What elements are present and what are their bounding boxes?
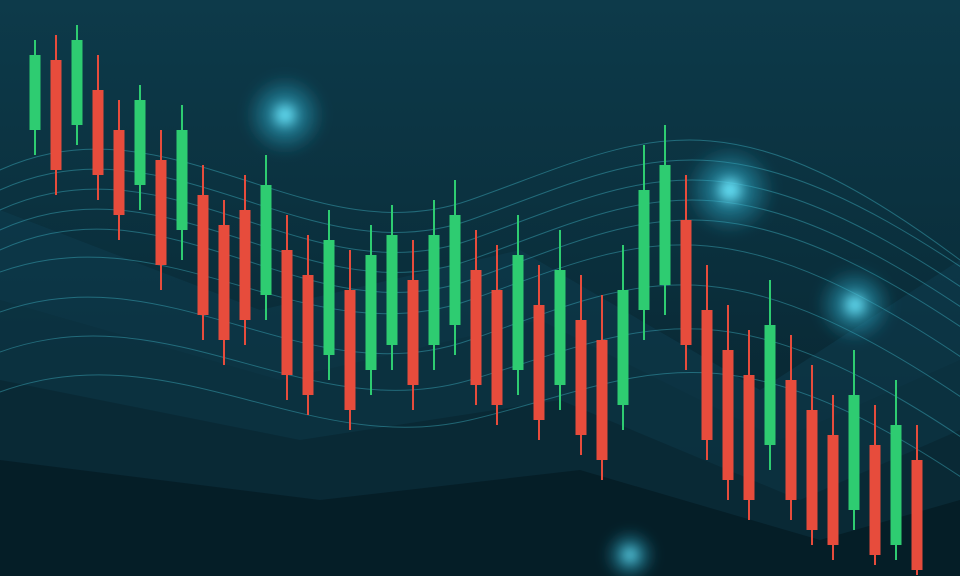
candle-body <box>387 235 398 345</box>
candle-body <box>219 225 230 340</box>
candle-body <box>765 325 776 445</box>
candle-body <box>345 290 356 410</box>
candle-body <box>408 280 419 385</box>
candle-body <box>429 235 440 345</box>
candle-body <box>30 55 41 130</box>
chart-svg <box>0 0 960 576</box>
candle-body <box>912 460 923 570</box>
candle-body <box>261 185 272 295</box>
candle-body <box>366 255 377 370</box>
candle-body <box>471 270 482 385</box>
candle-body <box>282 250 293 375</box>
candle-body <box>513 255 524 370</box>
candle-body <box>891 425 902 545</box>
candle-body <box>744 375 755 500</box>
candle-body <box>177 130 188 230</box>
candle-body <box>72 40 83 125</box>
candle-body <box>324 240 335 355</box>
candle-body <box>135 100 146 185</box>
candle-body <box>786 380 797 500</box>
candle-body <box>492 290 503 405</box>
candle-body <box>576 320 587 435</box>
candle-body <box>555 270 566 385</box>
candle-body <box>114 130 125 215</box>
candle-body <box>534 305 545 420</box>
candle-body <box>597 340 608 460</box>
candle-body <box>303 275 314 395</box>
candle-body <box>51 60 62 170</box>
candle-body <box>870 445 881 555</box>
candle-body <box>828 435 839 545</box>
candle-body <box>702 310 713 440</box>
candle-body <box>681 220 692 345</box>
candle-body <box>198 195 209 315</box>
candle-body <box>156 160 167 265</box>
candle-body <box>807 410 818 530</box>
candle-body <box>723 350 734 480</box>
candle-body <box>240 210 251 320</box>
candle-body <box>639 190 650 310</box>
candle-body <box>660 165 671 285</box>
candle-body <box>450 215 461 325</box>
candle-body <box>93 90 104 175</box>
candle-body <box>618 290 629 405</box>
candle-body <box>849 395 860 510</box>
candlestick-chart <box>0 0 960 576</box>
